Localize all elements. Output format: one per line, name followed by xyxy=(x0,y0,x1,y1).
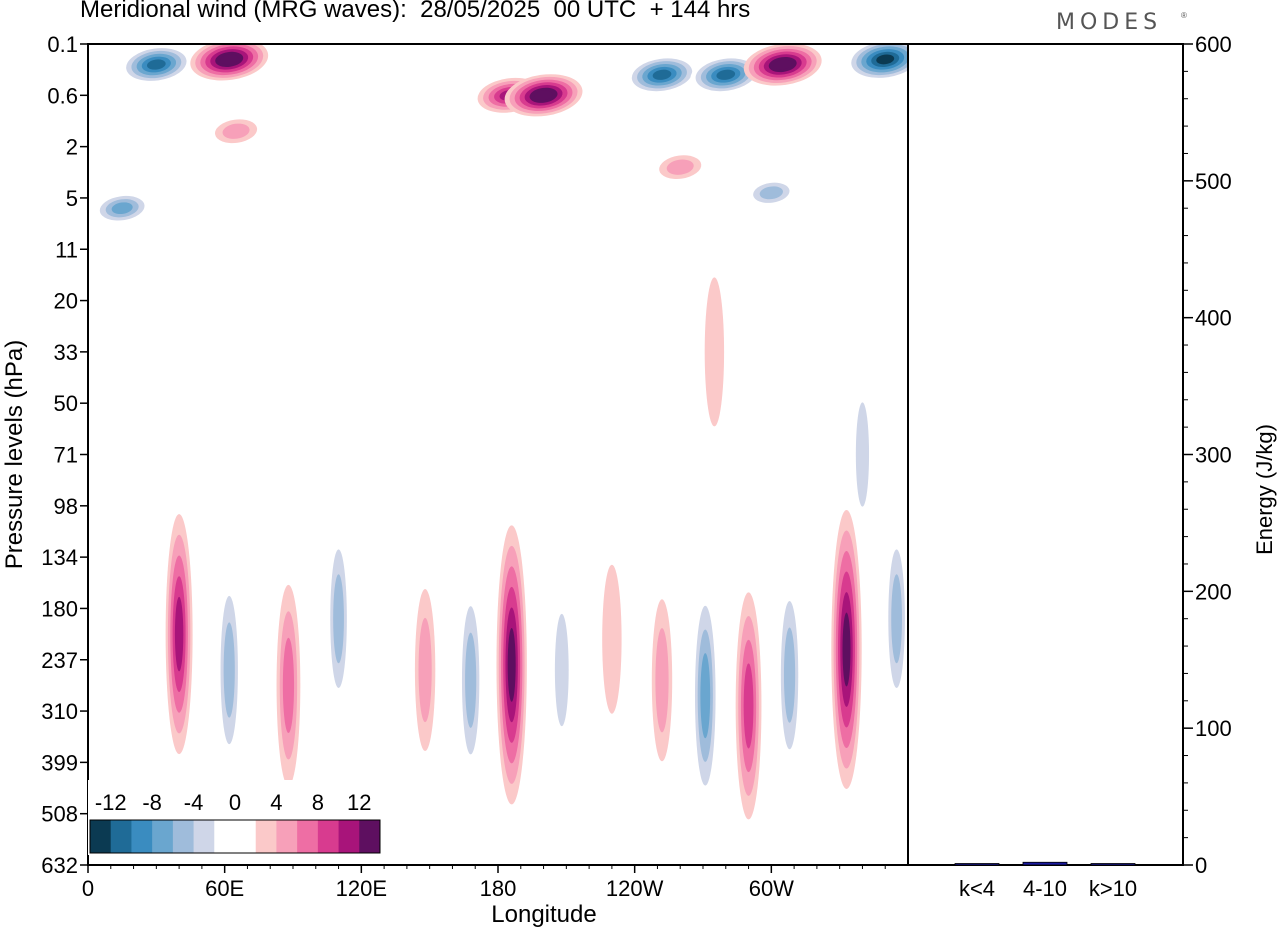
energy-tick-label: 100 xyxy=(1195,716,1232,741)
y-tick-label: 20 xyxy=(54,289,78,314)
colorbar-label: -8 xyxy=(142,790,162,815)
colorbar-legend: -12 -8 -4 0 4 8 12 xyxy=(88,780,382,855)
y-tick-label: 134 xyxy=(41,545,78,570)
field-contour-28-1 xyxy=(855,402,870,507)
colorbar-swatch xyxy=(235,820,257,853)
wind-field xyxy=(93,44,908,820)
field-contour-0-3 xyxy=(111,202,133,215)
energy-panel: 0 100 200 300 400 500 600 Energy (J/kg) k<4 4-10 k… xyxy=(907,32,1277,901)
y-tick-label: 11 xyxy=(55,237,78,262)
colorbar-label: 8 xyxy=(312,790,324,815)
energy-tick-label: 200 xyxy=(1195,579,1232,604)
field-contour-6-2 xyxy=(465,632,477,728)
x-tick-label: 60W xyxy=(749,876,794,901)
x-tick-label: 0 xyxy=(82,876,94,901)
y-tick-label: 310 xyxy=(41,699,78,724)
field-contour-4-2 xyxy=(333,574,344,664)
colorbar-label: -12 xyxy=(95,790,127,815)
colorbar-swatch xyxy=(359,820,381,853)
energy-tick-label: 400 xyxy=(1195,306,1232,331)
y-tick-label: 98 xyxy=(54,494,78,519)
y-tick-label: 0.1 xyxy=(47,32,78,57)
brand-registered-mark: ® xyxy=(1181,11,1187,20)
x-tick-label: 120W xyxy=(606,876,664,901)
colorbar-swatch xyxy=(214,820,236,853)
energy-tick-label: 500 xyxy=(1195,169,1232,194)
field-contour-7-5 xyxy=(507,627,516,702)
colorbar-swatch xyxy=(317,820,340,853)
energy-tick-label: 300 xyxy=(1195,443,1232,468)
colorbar-frame xyxy=(89,819,381,854)
energy-bar xyxy=(1022,861,1068,866)
colorbar-swatch xyxy=(110,820,132,853)
energy-category-label: k>10 xyxy=(1089,876,1137,901)
y-tick-label: 508 xyxy=(41,802,78,827)
colorbar-swatch xyxy=(90,820,112,853)
field-contour-13-2 xyxy=(783,627,796,723)
field-contour-22-6 xyxy=(773,59,792,70)
y-tick-label: 399 xyxy=(41,750,78,775)
y-tick-label: 33 xyxy=(54,340,78,365)
colorbar-label: -4 xyxy=(184,790,204,815)
x-tick-label: 120E xyxy=(336,876,387,901)
y-axis-label: Pressure levels (hPa) xyxy=(1,340,28,569)
y-tick-label: 2 xyxy=(66,135,78,160)
field-contour-23-6 xyxy=(876,54,895,65)
energy-tick-label: 600 xyxy=(1195,32,1232,57)
field-contour-12-3 xyxy=(743,663,754,749)
x-axis-label: Longitude xyxy=(491,901,596,928)
axes: 0.1 0.6 2 5 11 20 33 50 71 98 134 180 237 310 399 508 63… xyxy=(1,32,909,928)
field-contour-8-1 xyxy=(554,613,569,727)
chart-title: Meridional wind (MRG waves): 28/05/2025 … xyxy=(80,0,751,23)
field-contour-21-5 xyxy=(716,69,736,80)
energy-axis-label: Energy (J/kg) xyxy=(1252,424,1277,555)
field-contour-16-5 xyxy=(146,59,166,70)
y-tick-label: 50 xyxy=(54,391,78,416)
field-contour-2-2 xyxy=(223,622,235,718)
colorbar-swatch xyxy=(276,820,298,853)
field-contour-19-6 xyxy=(534,90,553,101)
colorbar-label: 0 xyxy=(229,790,241,815)
field-contour-9-0 xyxy=(602,564,622,714)
y-tick-label: 237 xyxy=(41,648,78,673)
colorbar-swatch xyxy=(131,820,153,853)
colorbar-swatch xyxy=(297,820,319,853)
colorbar-swatch xyxy=(152,820,174,853)
colorbar-swatch xyxy=(255,820,277,853)
y-tick-label: 632 xyxy=(41,853,78,878)
field-contour-5-1 xyxy=(418,617,432,723)
field-contour-24-1 xyxy=(666,159,694,175)
colorbar-swatch xyxy=(193,820,215,853)
y-tick-label: 5 xyxy=(66,186,78,211)
brand-logo: MODES xyxy=(1056,10,1163,35)
energy-frame xyxy=(907,43,1184,866)
field-contour-3-2 xyxy=(282,637,295,734)
energy-category-label: k<4 xyxy=(959,876,995,901)
energy-tick-label: 0 xyxy=(1195,853,1207,878)
field-contour-20-5 xyxy=(652,69,672,80)
x-tick-label: 60E xyxy=(205,876,244,901)
y-tick-label: 71 xyxy=(54,443,78,468)
colorbar-label: 12 xyxy=(347,790,371,815)
y-tick-label: 0.6 xyxy=(47,83,78,108)
energy-category-label: 4-10 xyxy=(1023,876,1067,901)
x-tick-label: 180 xyxy=(480,876,517,901)
energy-bar xyxy=(1090,863,1136,866)
field-contour-26-1 xyxy=(222,123,250,139)
field-contour-25-2 xyxy=(759,186,783,200)
field-contour-15-2 xyxy=(891,574,903,664)
field-contour-11-3 xyxy=(700,653,711,739)
field-contour-17-6 xyxy=(220,54,239,65)
colorbar-swatch xyxy=(338,820,360,853)
field-contour-14-5 xyxy=(842,612,851,687)
field-contour-10-1 xyxy=(655,628,669,733)
energy-bar xyxy=(954,863,1000,866)
colorbar-swatch xyxy=(172,820,195,853)
field-contour-1-4 xyxy=(174,596,184,672)
colorbar-label: 4 xyxy=(270,790,282,815)
field-contour-27-0 xyxy=(704,277,725,427)
y-tick-label: 180 xyxy=(41,596,78,621)
